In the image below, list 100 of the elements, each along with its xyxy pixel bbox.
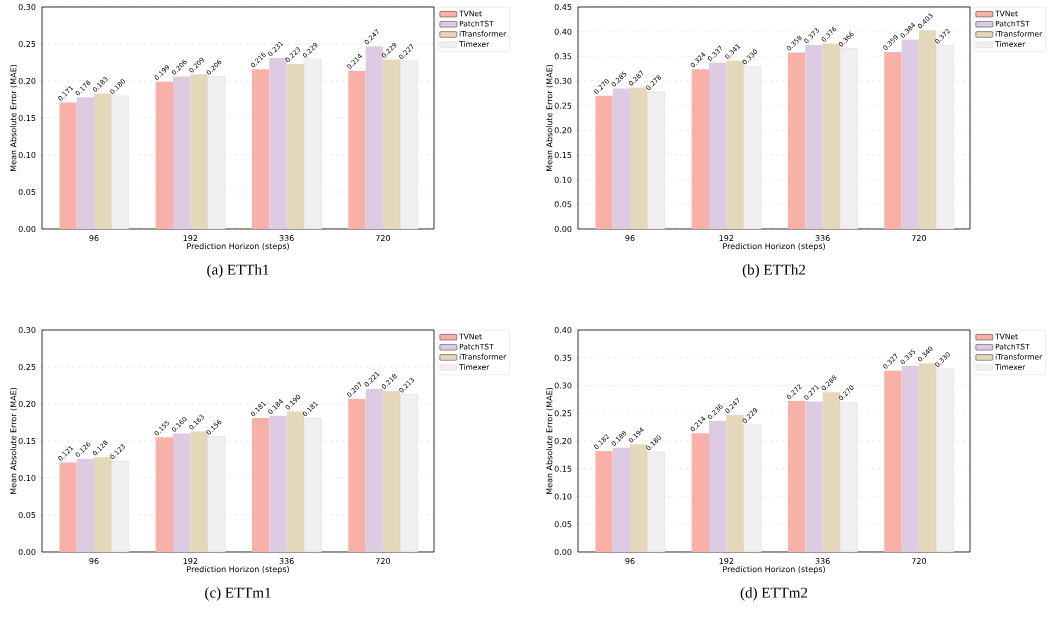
bar xyxy=(59,462,77,552)
bar xyxy=(94,457,112,552)
bar xyxy=(59,102,77,229)
text: (b) ETTh2 xyxy=(742,264,806,278)
y-tick-label: 0.45 xyxy=(554,3,572,11)
bar xyxy=(382,59,401,229)
y-tick-label: 0.10 xyxy=(554,493,572,500)
bar xyxy=(708,421,727,552)
y-tick-label: 0.40 xyxy=(554,326,572,334)
text: (d) ETTm2 xyxy=(740,587,808,601)
bar xyxy=(76,97,95,229)
y-tick-label: 0.05 xyxy=(554,521,572,528)
bar xyxy=(805,401,823,552)
y-axis-title: Mean Absolute Error (MAE) xyxy=(10,64,18,171)
bar xyxy=(286,63,304,229)
x-tick-label: 192 xyxy=(719,235,734,242)
y-tick-label: 0.05 xyxy=(18,188,36,196)
bar xyxy=(901,39,919,229)
bar xyxy=(918,363,937,552)
x-axis-title: Prediction Horizon (steps) xyxy=(723,565,825,574)
y-tick-label: 0.00 xyxy=(554,548,572,556)
y-tick-label: 0.10 xyxy=(554,176,572,183)
bar xyxy=(251,69,270,229)
bar xyxy=(612,447,631,552)
bar xyxy=(269,415,287,552)
bar xyxy=(647,451,665,552)
x-tick-label: 336 xyxy=(815,558,830,565)
bar xyxy=(251,418,270,552)
y-tick-label: 0.20 xyxy=(554,437,572,445)
y-tick-label: 0.10 xyxy=(18,151,36,159)
x-axis-title: Prediction Horizon (steps) xyxy=(187,565,289,574)
bar xyxy=(172,76,191,229)
bar xyxy=(822,43,840,229)
y-tick-label: 0.30 xyxy=(18,3,36,11)
bar xyxy=(787,401,806,552)
y-tick-label: 0.30 xyxy=(18,326,36,334)
bar xyxy=(691,433,709,552)
y-tick-label: 0.30 xyxy=(554,382,572,389)
bar xyxy=(630,87,648,229)
y-tick-label: 0.20 xyxy=(18,77,36,85)
x-tick-label: 720 xyxy=(375,235,391,242)
bar xyxy=(691,69,709,229)
bar xyxy=(901,366,919,552)
y-tick-label: 0.05 xyxy=(18,511,36,519)
x-axis-title: Prediction Horizon (steps) xyxy=(723,242,825,251)
y-tick-label: 0.15 xyxy=(18,437,36,445)
bar xyxy=(365,46,383,229)
x-tick-label: 96 xyxy=(625,558,635,565)
bar xyxy=(172,433,191,552)
bar xyxy=(708,62,727,229)
bar xyxy=(595,95,613,229)
bar xyxy=(111,460,129,552)
bar xyxy=(76,458,95,552)
bar xyxy=(269,58,287,229)
bar xyxy=(155,81,173,229)
x-tick-label: 336 xyxy=(279,558,294,565)
y-tick-label: 0.20 xyxy=(554,127,572,134)
y-tick-label: 0.35 xyxy=(554,53,572,60)
y-tick-label: 0.15 xyxy=(554,151,572,159)
text: (c) ETTm1 xyxy=(205,587,271,601)
bar xyxy=(348,398,366,552)
text: (a) ETTh1 xyxy=(207,264,269,278)
y-tick-label: 0.25 xyxy=(554,102,572,109)
x-tick-label: 192 xyxy=(183,235,198,242)
y-tick-label: 0.15 xyxy=(554,465,572,472)
x-tick-label: 96 xyxy=(89,558,99,565)
y-tick-label: 0.35 xyxy=(554,354,572,361)
y-tick-label: 0.15 xyxy=(18,114,36,122)
bar xyxy=(884,370,902,552)
bar xyxy=(595,450,613,552)
bar xyxy=(190,431,208,552)
bar xyxy=(805,44,823,229)
x-axis-title: Prediction Horizon (steps) xyxy=(187,242,289,251)
y-axis-title: Mean Absolute Error (MAE) xyxy=(546,387,554,494)
x-tick-label: 720 xyxy=(911,558,927,565)
bar xyxy=(884,51,902,229)
bar xyxy=(647,91,665,229)
y-tick-label: 0.25 xyxy=(18,363,36,371)
y-tick-label: 0.00 xyxy=(554,225,572,233)
y-tick-label: 0.30 xyxy=(554,77,572,85)
x-tick-label: 336 xyxy=(815,235,830,242)
y-tick-label: 0.25 xyxy=(18,40,36,48)
y-axis-title: Mean Absolute Error (MAE) xyxy=(10,387,18,494)
bar xyxy=(787,52,806,229)
y-tick-label: 0.00 xyxy=(18,548,36,556)
bar xyxy=(382,390,401,552)
bar xyxy=(190,74,208,229)
bar xyxy=(365,388,383,552)
y-tick-label: 0.40 xyxy=(554,28,572,35)
bar xyxy=(630,444,648,552)
x-tick-label: 336 xyxy=(279,235,294,242)
x-tick-label: 720 xyxy=(911,235,927,242)
y-tick-label: 0.10 xyxy=(18,474,36,482)
bar xyxy=(726,60,744,229)
x-tick-label: 96 xyxy=(89,235,99,242)
bar xyxy=(111,95,129,229)
y-tick-label: 0.20 xyxy=(18,400,36,408)
x-tick-label: 192 xyxy=(719,558,734,565)
bar xyxy=(612,88,631,229)
bar xyxy=(94,93,112,229)
